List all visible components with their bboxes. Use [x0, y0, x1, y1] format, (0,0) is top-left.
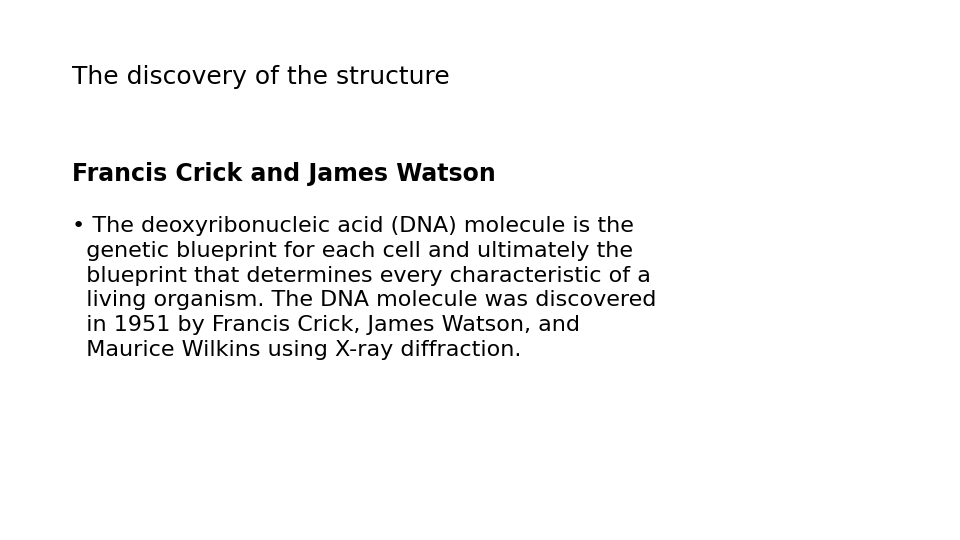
Text: The discovery of the structure: The discovery of the structure [72, 65, 449, 89]
Text: Francis Crick and James Watson: Francis Crick and James Watson [72, 162, 495, 186]
Text: • The deoxyribonucleic acid (DNA) molecule is the
  genetic blueprint for each c: • The deoxyribonucleic acid (DNA) molecu… [72, 216, 657, 360]
